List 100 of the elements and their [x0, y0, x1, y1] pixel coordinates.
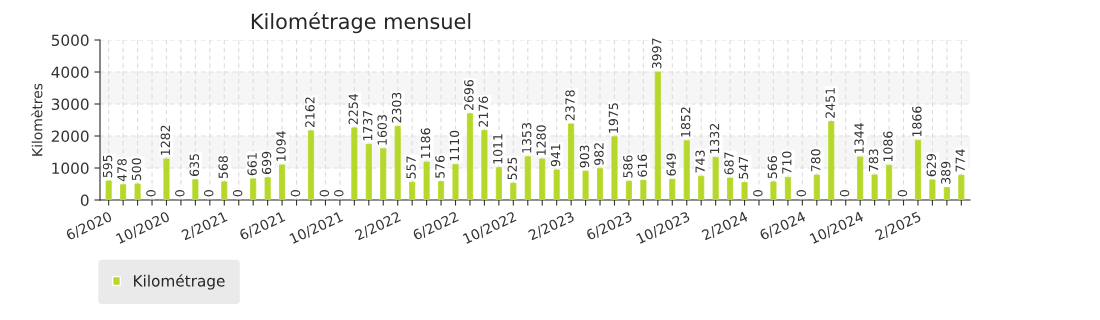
chart-title: Kilométrage mensuel: [251, 12, 471, 34]
bar: [727, 177, 734, 200]
data-label: 2303: [391, 92, 402, 123]
data-label: 389: [941, 161, 951, 184]
bar: [120, 184, 127, 200]
data-label: 1282: [160, 125, 171, 155]
data-label: 774: [955, 149, 965, 172]
data-label: 710: [782, 151, 792, 174]
data-label: 557: [406, 156, 416, 179]
bar: [365, 144, 372, 200]
data-label: 0: [319, 190, 330, 197]
bar: [857, 156, 864, 200]
bar: [524, 156, 531, 200]
data-label: 500: [131, 158, 142, 181]
bar: [495, 167, 502, 200]
data-label: 0: [146, 190, 156, 197]
data-label: 1086: [883, 131, 893, 162]
data-label: 2696: [464, 79, 474, 111]
bar: [192, 179, 199, 200]
data-label: 743: [695, 150, 705, 173]
data-label: 0: [290, 190, 301, 197]
data-label: 0: [232, 190, 243, 197]
y-tick-label: 2000: [51, 130, 89, 143]
bar: [654, 71, 661, 200]
bar: [784, 176, 791, 200]
bar: [914, 139, 921, 200]
data-label: 0: [204, 190, 214, 197]
data-label: 1737: [362, 110, 373, 141]
data-label: 0: [897, 190, 908, 197]
y-tick-label: 1000: [52, 162, 89, 175]
data-label: 1280: [536, 125, 546, 155]
bar: [221, 181, 228, 200]
data-label: 547: [738, 156, 749, 179]
bar: [958, 174, 965, 200]
bar: [409, 181, 416, 200]
data-label: 629: [926, 154, 937, 177]
bar: [250, 178, 257, 200]
bar: [828, 121, 835, 200]
bar: [582, 170, 589, 200]
data-label: 1110: [449, 130, 460, 161]
data-label: 2162: [305, 97, 315, 128]
data-label: 903: [579, 145, 590, 168]
bar: [134, 183, 141, 200]
bar: [279, 164, 286, 200]
data-label: 2176: [478, 96, 489, 127]
data-label: 687: [724, 152, 734, 175]
bar: [438, 181, 445, 200]
bar: [539, 158, 546, 200]
y-tick-label: 4000: [51, 66, 89, 79]
bar: [105, 180, 112, 200]
data-label: 2378: [565, 90, 575, 121]
data-label: 1332: [709, 124, 720, 154]
bar: [741, 182, 748, 200]
data-label: 780: [810, 149, 821, 172]
bar: [698, 175, 705, 200]
data-label: 616: [637, 154, 648, 177]
data-label: 586: [623, 155, 633, 178]
bar: [351, 127, 358, 200]
bar: [510, 182, 517, 200]
bar: [380, 148, 387, 200]
legend-label: Kilométrage: [134, 274, 225, 290]
data-label: 661: [247, 153, 257, 176]
data-label: 649: [666, 153, 676, 176]
data-label: 1353: [521, 123, 532, 153]
bar: [466, 113, 473, 200]
data-label: 0: [796, 190, 806, 197]
bar: [813, 174, 820, 200]
data-label: 1603: [377, 115, 387, 145]
data-label: 576: [435, 155, 445, 178]
data-label: 1186: [420, 128, 431, 158]
data-label: 566: [767, 156, 778, 179]
data-label: 525: [507, 157, 517, 180]
bar: [553, 169, 560, 200]
data-label: 0: [175, 190, 185, 197]
data-label: 1975: [608, 103, 619, 133]
data-label: 3997: [652, 38, 662, 69]
data-label: 1011: [493, 134, 503, 164]
y-tick-label: 3000: [51, 98, 89, 111]
bar: [597, 168, 604, 200]
bar: [712, 156, 719, 200]
bar: [264, 177, 271, 200]
bar: [886, 164, 893, 200]
data-label: 783: [868, 149, 879, 172]
bar: [611, 136, 618, 200]
data-label: 1094: [276, 131, 286, 161]
data-label: 0: [334, 190, 344, 197]
bar: [481, 129, 488, 200]
bar: [943, 187, 950, 200]
data-label: 568: [218, 156, 228, 179]
data-label: 1866: [912, 106, 922, 137]
data-label: 0: [753, 190, 763, 197]
data-label: 2451: [825, 88, 835, 118]
bar: [423, 161, 430, 200]
bar: [163, 158, 170, 200]
data-label: 699: [261, 151, 272, 174]
bar: [452, 164, 459, 200]
bar: [929, 179, 936, 200]
bar: [669, 178, 676, 200]
bar: [307, 130, 315, 200]
bar: [625, 180, 632, 200]
